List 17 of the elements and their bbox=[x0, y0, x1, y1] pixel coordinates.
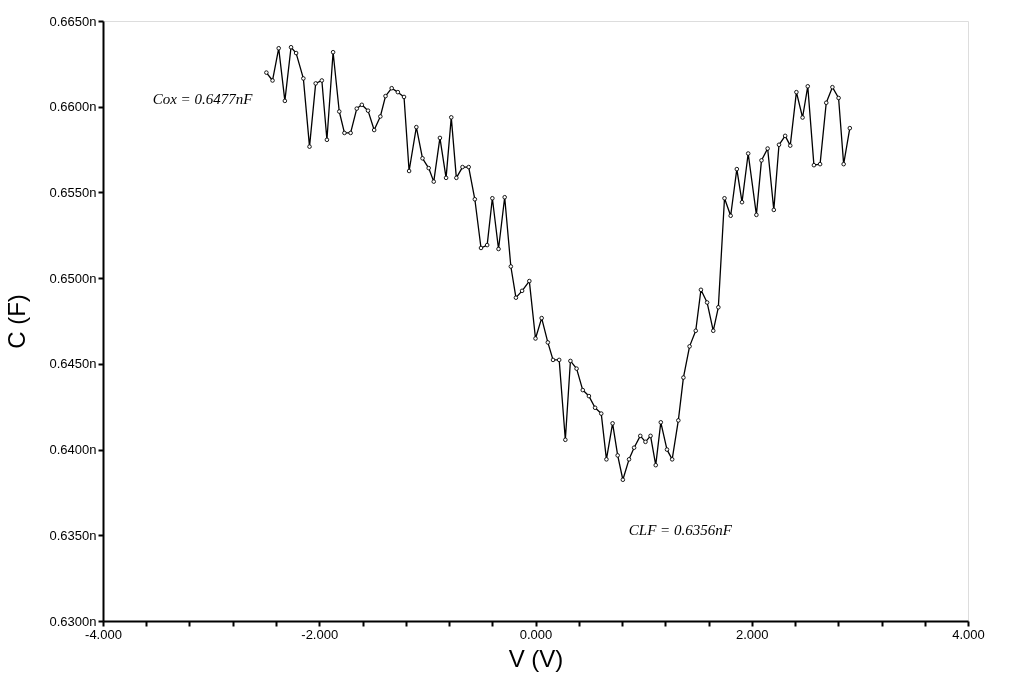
y-axis-title: C (F) bbox=[2, 294, 30, 349]
x-tick-label: 4.000 bbox=[952, 626, 985, 642]
x-tick-label: -4.000 bbox=[85, 626, 122, 642]
x-tick-label: 2.000 bbox=[735, 626, 769, 642]
y-tick-label: 0.6400n bbox=[49, 442, 97, 458]
y-tick-label: 0.6300n bbox=[49, 613, 97, 629]
x-tick-label: 0.000 bbox=[519, 626, 553, 642]
y-tick-label: 0.6600n bbox=[49, 99, 97, 115]
y-tick-label: 0.6550n bbox=[49, 184, 97, 200]
y-tick-label: 0.6350n bbox=[49, 527, 97, 543]
y-tick-label: 0.6450n bbox=[49, 356, 97, 372]
y-tick-label: 0.6500n bbox=[49, 270, 97, 286]
x-tick-label: -2.000 bbox=[301, 626, 339, 642]
annotation: Cox = 0.6477nF bbox=[152, 90, 254, 107]
y-tick-label: 0.6650n bbox=[49, 13, 97, 29]
x-axis-title: V (V) bbox=[508, 644, 564, 672]
annotation: CLF = 0.6356nF bbox=[628, 521, 733, 538]
